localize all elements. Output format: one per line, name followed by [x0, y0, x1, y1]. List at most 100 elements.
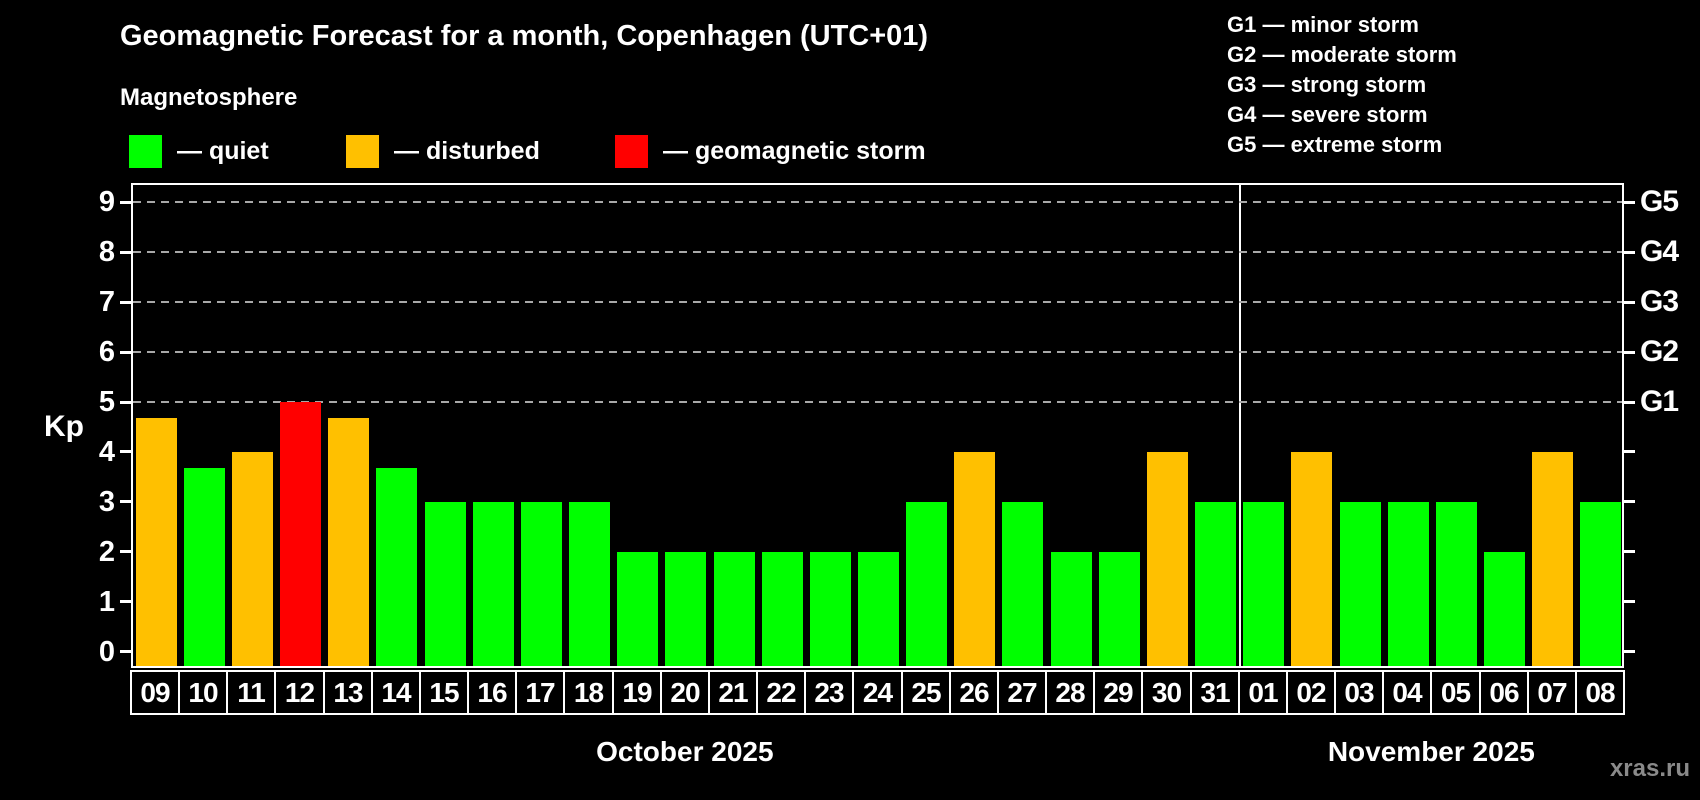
date-label-02: 02 [1286, 670, 1336, 715]
y-tick-left-4 [120, 450, 131, 454]
gridline-kp7 [133, 301, 1622, 304]
g-scale-label-G5: G5 [1640, 185, 1679, 219]
kp-bar-09 [135, 418, 177, 666]
kp-bar-01 [1243, 501, 1285, 666]
y-tick-label-2: 2 [98, 535, 115, 568]
y-tick-left-1 [120, 600, 131, 604]
y-tick-left-5 [120, 400, 131, 404]
y-tick-right-5 [1624, 400, 1635, 404]
legend-label-disturbed: — disturbed [394, 136, 540, 165]
kp-bar-23 [809, 551, 851, 666]
date-label-17: 17 [515, 670, 565, 715]
gridline-kp5 [133, 401, 1622, 403]
kp-bar-26 [954, 451, 996, 666]
date-label-22: 22 [756, 670, 806, 715]
month-label-1: November 2025 [1327, 736, 1535, 767]
y-tick-right-7 [1624, 300, 1635, 304]
storm-scale-line-g4: G4 — severe storm [1227, 102, 1428, 127]
date-label-31: 31 [1190, 670, 1240, 715]
y-tick-right-4 [1624, 450, 1635, 454]
legend-item-quiet: — quiet [129, 134, 269, 168]
kp-bar-28 [1050, 551, 1092, 666]
date-label-05: 05 [1430, 670, 1481, 715]
g-scale-label-G3: G3 [1640, 285, 1679, 319]
legend: — quiet — disturbed — geomagnetic storm [0, 134, 1100, 168]
legend-label-quiet: — quiet [177, 136, 269, 165]
y-tick-left-3 [120, 500, 131, 504]
plot-area [131, 183, 1624, 668]
kp-bar-18 [569, 501, 611, 666]
y-tick-label-8: 8 [98, 236, 115, 269]
gridline-kp6 [133, 351, 1622, 354]
y-tick-left-7 [120, 300, 131, 304]
date-label-10: 10 [178, 670, 228, 715]
kp-bar-13 [328, 418, 370, 666]
date-label-15: 15 [419, 670, 469, 715]
date-label-23: 23 [804, 670, 854, 715]
y-tick-label-6: 6 [98, 336, 115, 369]
g-scale-label-G1: G1 [1640, 385, 1679, 418]
date-label-27: 27 [997, 670, 1047, 715]
legend-item-disturbed: — disturbed [346, 134, 540, 168]
y-tick-left-6 [120, 350, 131, 354]
kp-bar-20 [665, 551, 707, 666]
kp-bar-07 [1532, 451, 1574, 666]
y-tick-right-9 [1624, 200, 1635, 204]
y-tick-right-3 [1624, 500, 1635, 504]
kp-bar-31 [1195, 501, 1237, 666]
month-label-0: October 2025 [596, 736, 774, 767]
date-label-21: 21 [708, 670, 758, 715]
legend-swatch-disturbed [346, 134, 379, 168]
date-label-11: 11 [226, 670, 276, 715]
date-label-20: 20 [660, 670, 710, 715]
date-label-28: 28 [1045, 670, 1095, 715]
date-label-18: 18 [563, 670, 614, 715]
y-tick-label-0: 0 [98, 635, 115, 668]
kp-bar-05 [1435, 501, 1477, 666]
chart-subtitle: Magnetosphere [120, 84, 298, 111]
date-label-04: 04 [1382, 670, 1432, 715]
date-label-25: 25 [901, 670, 951, 715]
kp-bar-04 [1387, 501, 1429, 666]
kp-bar-21 [713, 551, 755, 666]
date-label-03: 03 [1334, 670, 1384, 715]
y-tick-right-0 [1624, 650, 1635, 653]
date-label-01: 01 [1238, 670, 1288, 715]
storm-scale-line-g2: G2 — moderate storm [1227, 42, 1457, 67]
storm-scale-legend: G1 — minor storm G2 — moderate storm G3 — … [1227, 10, 1457, 160]
y-tick-right-8 [1624, 250, 1635, 254]
kp-bar-12 [280, 402, 322, 666]
gridline-kp9 [133, 201, 1622, 204]
kp-bar-22 [761, 551, 803, 666]
date-label-16: 16 [467, 670, 517, 715]
kp-bar-19 [617, 551, 659, 666]
y-tick-right-2 [1624, 550, 1635, 554]
kp-bar-24 [858, 551, 899, 666]
date-label-19: 19 [612, 670, 662, 715]
chart-title: Geomagnetic Forecast for a month, Copenh… [120, 20, 929, 52]
kp-bar-15 [424, 501, 466, 666]
date-label-08: 08 [1575, 670, 1625, 715]
legend-swatch-storm [615, 134, 648, 168]
y-tick-label-1: 1 [98, 585, 115, 618]
date-label-07: 07 [1527, 670, 1577, 715]
y-tick-label-3: 3 [98, 485, 115, 518]
storm-scale-line-g3: G3 — strong storm [1227, 72, 1427, 97]
kp-bar-29 [1098, 551, 1140, 666]
date-label-29: 29 [1093, 670, 1143, 715]
date-label-12: 12 [274, 670, 325, 715]
storm-scale-line-g1: G1 — minor storm [1227, 12, 1419, 37]
g-scale-label-G2: G2 [1640, 335, 1679, 369]
date-label-09: 09 [130, 670, 180, 715]
date-label-26: 26 [949, 670, 999, 715]
y-tick-label-7: 7 [98, 286, 115, 319]
month-separator-line [1239, 185, 1241, 666]
date-label-13: 13 [323, 670, 373, 715]
y-tick-left-2 [120, 550, 131, 554]
kp-bar-03 [1339, 501, 1381, 666]
date-label-24: 24 [852, 670, 903, 715]
kp-bar-08 [1580, 501, 1622, 666]
y-tick-left-0 [120, 650, 131, 653]
g-scale-label-G4: G4 [1640, 235, 1679, 269]
kp-bar-14 [376, 468, 418, 666]
